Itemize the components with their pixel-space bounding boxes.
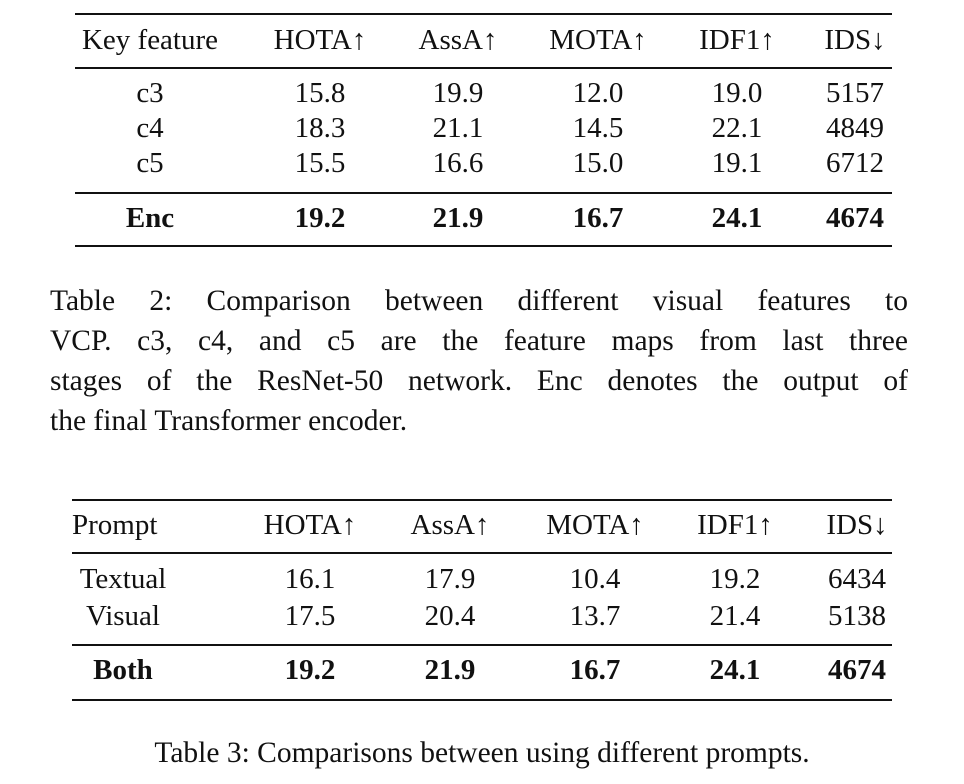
table-cell: 21.1 (432, 112, 484, 144)
column-header: AssA↑ (410, 509, 490, 541)
table-cell: 4674 (828, 654, 886, 686)
table-cell: 22.1 (711, 112, 763, 144)
column-header: Prompt (72, 509, 158, 541)
column-header: HOTA↑ (273, 24, 367, 56)
table-cell: 10.4 (569, 563, 621, 595)
table-rule (75, 192, 892, 194)
table-cell: 16.7 (572, 202, 624, 234)
table-cell: 24.1 (711, 202, 763, 234)
caption-line: Table 2: Comparison between different vi… (50, 285, 908, 317)
column-header: MOTA↑ (549, 24, 647, 56)
table-cell: 20.4 (424, 600, 476, 632)
table-cell: 24.1 (709, 654, 761, 686)
table-cell: c4 (136, 112, 164, 144)
caption-line: stages of the ResNet-50 network. Enc den… (50, 365, 908, 397)
table-cell: 19.9 (432, 77, 484, 109)
table-rule (72, 699, 892, 701)
table-cell: Textual (79, 563, 167, 595)
table-rule (72, 644, 892, 646)
column-header: MOTA↑ (546, 509, 644, 541)
table-cell: Both (93, 654, 153, 686)
table-cell: Visual (86, 600, 160, 632)
table-cell: 12.0 (572, 77, 624, 109)
column-header: HOTA↑ (263, 509, 357, 541)
table-cell: 16.1 (284, 563, 336, 595)
table-cell: 17.5 (284, 600, 336, 632)
column-header: Key feature (81, 24, 219, 56)
table-3-caption: Table 3: Comparisons between using diffe… (154, 737, 810, 769)
table-cell: 15.0 (572, 147, 624, 179)
column-header: AssA↑ (418, 24, 498, 56)
table-rule (72, 552, 892, 554)
table-cell: 15.8 (294, 77, 346, 109)
table-cell: 21.4 (709, 600, 761, 632)
table-cell: 18.3 (294, 112, 346, 144)
column-header: IDF1↑ (697, 509, 773, 541)
table-cell: 15.5 (294, 147, 346, 179)
column-header: IDS↓ (824, 24, 886, 56)
table-rule (75, 13, 892, 15)
table-cell: 6434 (828, 563, 886, 595)
table-cell: 4849 (826, 112, 884, 144)
table-rule (75, 245, 892, 247)
table-cell: 13.7 (569, 600, 621, 632)
column-header: IDS↓ (826, 509, 888, 541)
table-cell: 5157 (826, 77, 884, 109)
table-cell: 5138 (828, 600, 886, 632)
table-cell: 16.7 (569, 654, 621, 686)
table-cell: c5 (136, 147, 164, 179)
table-cell: 19.2 (284, 654, 336, 686)
table-cell: Enc (125, 202, 175, 234)
table-rule (75, 67, 892, 69)
table-cell: 16.6 (432, 147, 484, 179)
caption-line: VCP. c3, c4, and c5 are the feature maps… (50, 325, 908, 357)
table-cell: 19.1 (711, 147, 763, 179)
table-cell: c3 (136, 77, 164, 109)
table-rule (72, 499, 892, 501)
table-cell: 14.5 (572, 112, 624, 144)
table-cell: 21.9 (424, 654, 476, 686)
caption-line: the final Transformer encoder. (50, 405, 408, 437)
table-cell: 6712 (826, 147, 884, 179)
table-cell: 19.2 (709, 563, 761, 595)
column-header: IDF1↑ (699, 24, 775, 56)
table-cell: 21.9 (432, 202, 484, 234)
table-cell: 19.0 (711, 77, 763, 109)
table-cell: 19.2 (294, 202, 346, 234)
table-cell: 17.9 (424, 563, 476, 595)
table-cell: 4674 (826, 202, 884, 234)
